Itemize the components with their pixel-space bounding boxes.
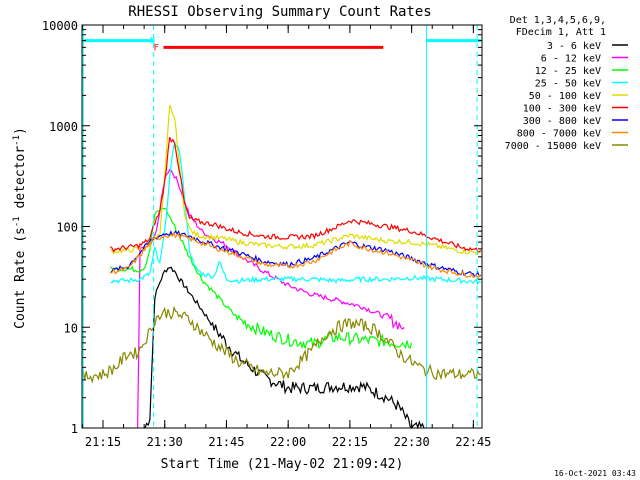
chart-title: RHESSI Observing Summary Count Rates (128, 4, 431, 20)
y-tick-label-2: 100 (56, 221, 78, 235)
y-axis-label: Count Rate (s-1 detector-1) (12, 127, 28, 329)
axes-frame (81, 24, 483, 429)
series-line-1 (137, 168, 405, 429)
y-tick-label-4: 10000 (42, 19, 78, 33)
x-tick-label-4: 22:15 (332, 435, 368, 449)
legend-label-3: 25 - 50 keV (535, 79, 601, 90)
y-tick-label-1: 10 (64, 321, 78, 335)
legend-header-1: FDecim 1, Att 1 (516, 27, 606, 38)
x-tick-label-6: 22:45 (455, 435, 491, 449)
x-tick-label-3: 22:00 (270, 435, 306, 449)
legend-label-8: 7000 - 15000 keV (505, 141, 601, 152)
legend-label-5: 100 - 300 keV (523, 104, 601, 115)
series-line-8 (82, 305, 481, 384)
y-axis-label-part: Count Rate (s (13, 227, 28, 329)
x-axis-label: Start Time (21-May-02 21:09:42) (161, 457, 404, 472)
x-tick-label-1: 21:30 (147, 435, 183, 449)
x-tick-label-0: 21:15 (85, 435, 121, 449)
series-line-4 (110, 104, 482, 255)
legend: Det 1,3,4,5,6,9,FDecim 1, Att 1 3 - 6 keV… (505, 15, 628, 152)
y-axis-label-part: -1 (12, 216, 22, 227)
legend-label-4: 50 - 100 keV (529, 91, 601, 102)
series-line-5 (110, 136, 482, 253)
y-tick-label-3: 1000 (49, 120, 78, 134)
legend-label-7: 800 - 7000 keV (517, 129, 601, 140)
series-line-7 (110, 231, 482, 280)
series-line-3 (110, 140, 482, 286)
timestamp: 16-Oct-2021 03:43 (554, 469, 636, 478)
y-tick-label-0: 1 (71, 422, 78, 436)
y-axis-label-part: detector (13, 146, 28, 217)
legend-label-1: 6 - 12 keV (541, 54, 601, 65)
series-line-0 (144, 266, 425, 430)
x-tick-label-2: 21:45 (208, 435, 244, 449)
legend-label-6: 300 - 800 keV (523, 116, 601, 127)
legend-label-2: 12 - 25 keV (535, 66, 601, 77)
y-axis-label-part: -1 (12, 135, 22, 146)
y-axis-label-part: ) (13, 127, 28, 135)
plot-area: FN21:1521:3021:4522:0022:1522:3022:45110… (42, 19, 492, 449)
x-tick-label-5: 22:30 (394, 435, 430, 449)
annotation-label-0: F (153, 43, 158, 53)
legend-header-0: Det 1,3,4,5,6,9, (510, 15, 606, 26)
series-line-6 (109, 230, 482, 278)
legend-label-0: 3 - 6 keV (547, 41, 601, 52)
